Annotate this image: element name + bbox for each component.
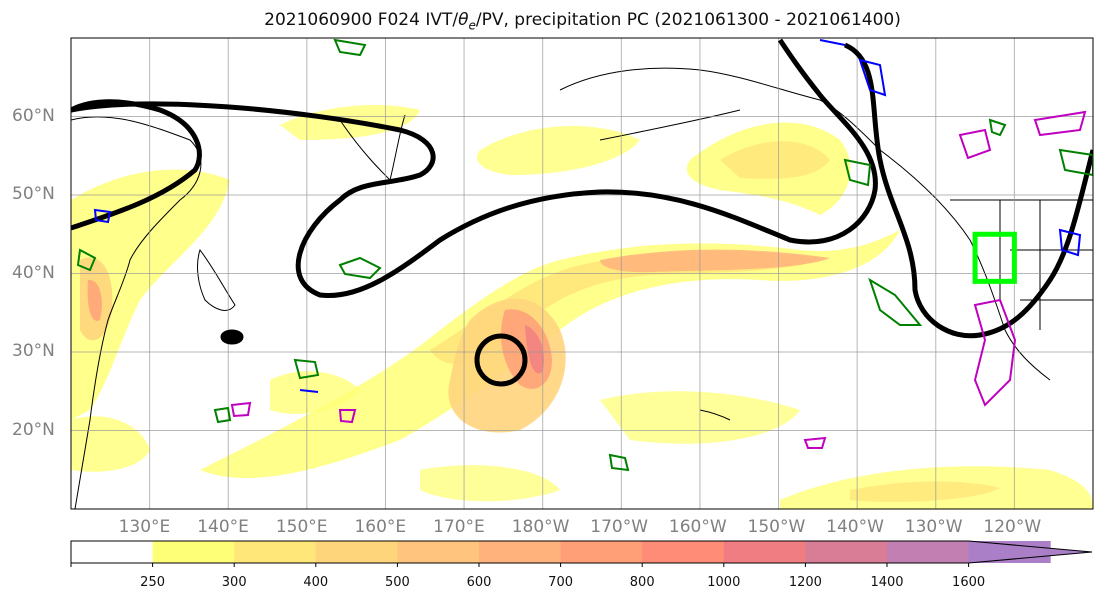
lat-tick-label: 50°N <box>12 184 55 204</box>
coast-asia <box>71 116 202 509</box>
colorbar-bin <box>315 541 398 563</box>
colorbar-tick-label: 1600 <box>952 575 986 590</box>
lat-tick-label: 60°N <box>12 105 55 126</box>
coast-alaska <box>559 67 881 151</box>
colorbar-bin <box>805 541 888 563</box>
lat-tick-label: 20°N <box>12 419 55 440</box>
colorbar-bin <box>642 541 725 563</box>
colorbar-tick-label: 500 <box>384 575 410 590</box>
map-frame <box>70 37 1094 510</box>
colorbar-bin <box>887 541 970 563</box>
colorbar-bin <box>397 541 480 563</box>
colorbar-tick-label: 700 <box>548 575 574 590</box>
colorbar-tick-label: 800 <box>629 575 655 590</box>
coast-japan <box>197 248 236 311</box>
colorbar-bin <box>479 541 562 563</box>
lat-tick-label: 30°N <box>12 341 55 361</box>
lon-tick-label: 170°W <box>590 517 649 537</box>
magenta-contours <box>230 110 1087 449</box>
lon-tick-label: 160°W <box>668 517 727 537</box>
lon-tick-label: 150°W <box>747 517 806 537</box>
coast-na-west <box>879 149 1051 381</box>
colorbar-bin <box>234 541 317 563</box>
colorbar-tick-label: 600 <box>466 575 492 590</box>
colorbar-tick-label: 1200 <box>788 575 822 590</box>
map-title: 2021060900 F024 IVT/θe/PV, precipitation… <box>264 10 901 33</box>
lon-tick-label: 150°E <box>275 517 328 537</box>
lon-tick-label: 160°E <box>354 517 407 537</box>
ivt-band-main <box>200 230 900 479</box>
coast-aleutians <box>599 109 741 141</box>
contours <box>71 38 1093 472</box>
state-lines <box>999 200 1093 330</box>
blue-contours <box>93 39 1082 393</box>
colorbar-outline <box>70 540 1093 564</box>
lon-tick-label: 140°E <box>197 517 249 537</box>
colorbar-extend-arrow <box>968 541 1092 563</box>
lon-tick-label: 130°W <box>904 517 963 537</box>
lon-tick-label: 130°E <box>118 517 171 537</box>
colorbar-tick-label: 250 <box>140 575 166 590</box>
pv-cutoff-low <box>474 333 528 387</box>
green-contours <box>76 38 1093 472</box>
colorbar-bin <box>723 541 806 563</box>
ivt-west-band <box>71 169 230 420</box>
colorbar-tick-label: 1400 <box>870 575 904 590</box>
gridlines <box>71 38 1093 509</box>
pv-contour-main <box>71 38 878 299</box>
colorbar-bin <box>560 541 643 563</box>
colorbar-tick-label: 400 <box>303 575 329 590</box>
colorbar <box>70 540 1093 567</box>
lon-tick-label: 180°W <box>511 517 570 537</box>
colorbar-tick-label: 300 <box>221 575 247 590</box>
lat-tick-label: 40°N <box>12 262 55 283</box>
lon-tick-label: 170°E <box>433 517 485 537</box>
pv-contour-east <box>843 42 1093 339</box>
coast-hawaii <box>699 409 731 421</box>
lon-tick-label: 140°W <box>826 517 884 537</box>
highlight-box <box>972 231 1017 284</box>
lon-tick-label: 120°W <box>983 517 1042 537</box>
pv-contour-west <box>71 99 202 231</box>
colorbar-bin <box>152 541 235 563</box>
colorbar-tick-label: 1000 <box>707 575 741 590</box>
colorbar-bin <box>71 541 154 563</box>
pv-small-low <box>220 329 244 345</box>
